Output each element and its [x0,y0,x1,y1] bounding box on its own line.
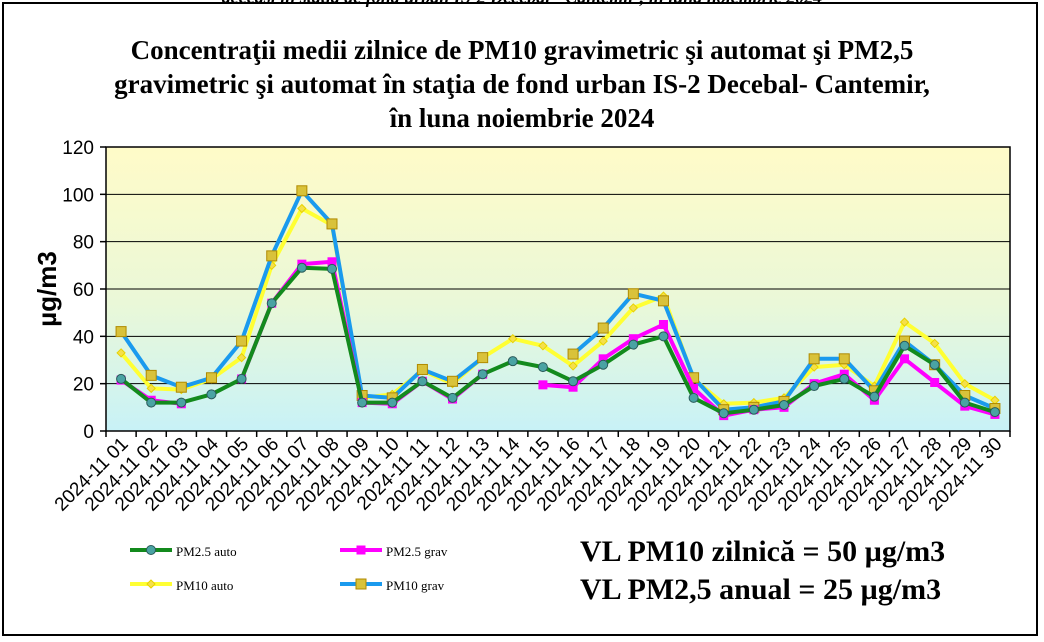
data-point-pm10-auto [538,341,548,351]
data-point-pm2-5-auto [688,392,699,403]
y-tick-label: 40 [73,327,94,348]
data-point-pm2-5-auto [899,340,910,351]
data-point-pm2-5-auto [959,397,970,408]
data-point-pm2-5-auto [628,339,639,350]
data-point-pm10-grav [657,295,669,307]
data-point-pm10-auto [568,361,578,371]
series-line-pm2-5-auto [119,265,996,416]
data-point-pm10-auto [628,303,639,313]
data-point-pm10-grav [808,353,820,365]
y-tick-label: 120 [62,138,94,159]
data-point-pm2-5-auto [748,404,759,415]
legend-marker-pm2-5-grav [356,545,366,555]
data-point-pm2-5-auto [507,356,518,367]
legend-marker-pm2-5-auto [146,545,156,555]
data-point-pm10-grav [597,322,609,334]
data-point-pm2-5-auto [718,408,729,419]
series-pm10-auto [116,203,1000,409]
legend-marker-pm10-grav [355,578,367,590]
data-point-pm10-auto [598,336,608,346]
data-point-pm10-grav [838,353,850,365]
legend-label-pm25-grav: PM2.5 grav [386,544,448,559]
data-point-pm10-grav [477,352,489,364]
data-point-pm2-5-auto [989,407,1000,418]
data-point-pm2-5-auto [296,262,307,273]
series-pm2-5-auto [116,262,1000,419]
y-tick-label: 20 [73,375,94,396]
data-point-pm2-5-auto [387,397,398,408]
data-point-pm10-grav [236,335,248,347]
data-point-pm10-grav [567,348,579,360]
data-point-pm2-5-grav [900,354,910,364]
data-point-pm2-5-auto [839,373,850,384]
data-point-pm10-grav [175,381,187,393]
title-line-2: gravimetric şi automat în staţia de fond… [114,69,930,99]
limit-value-pm10: VL PM10 zilnică = 50 µg/m3 [580,535,946,568]
data-point-pm2-5-grav [538,380,548,390]
data-point-pm2-5-auto [327,263,337,274]
title-line-3: în luna noiembrie 2024 [389,103,655,133]
data-point-pm10-auto [929,338,940,349]
title-line-1: Concentraţii medii zilnice de PM10 gravi… [130,35,914,65]
y-tick-label: 60 [73,280,94,301]
data-point-pm2-5-auto [477,369,488,380]
legend-label-pm25-auto: PM2.5 auto [176,544,237,559]
data-point-pm10-auto [236,352,247,363]
y-tick-label: 0 [83,422,94,443]
data-point-pm2-5-auto [116,373,127,384]
data-point-pm10-grav [145,369,157,381]
data-point-pm10-auto [297,203,307,214]
legend-marker-pm10-auto [146,579,156,589]
data-point-pm2-5-auto [417,376,428,387]
data-point-pm10-grav [296,185,308,197]
data-point-pm2-5-auto [598,359,609,370]
data-point-pm2-5-grav [930,377,940,387]
chart-title: Concentraţii medii zilnice de PM10 gravi… [20,33,1024,135]
data-point-pm10-auto [960,378,970,389]
data-point-pm10-grav [326,218,338,230]
data-point-pm2-5-auto [929,359,940,370]
data-point-pm10-grav [205,372,217,384]
data-point-pm2-5-auto [869,391,880,402]
data-point-pm2-5-grav [658,320,668,329]
y-tick-label: 100 [62,185,94,206]
data-point-pm2-5-auto [568,376,579,387]
data-point-pm2-5-auto [447,392,458,403]
data-point-pm2-5-auto [206,389,217,400]
data-point-pm2-5-auto [357,397,368,408]
data-point-pm10-grav [115,326,127,338]
data-point-pm10-auto [116,348,126,358]
legend-label-pm10-auto: PM10 auto [176,578,234,593]
data-point-pm10-grav [266,250,278,262]
data-point-pm2-5-auto [236,373,247,384]
cut-off-caption: aceeasi in statia de fond urban IS-2 Dec… [0,0,1044,8]
data-point-pm2-5-auto [658,331,669,342]
series-line-pm10-auto [119,206,996,406]
data-point-pm10-auto [146,383,156,394]
limit-value-pm25: VL PM2,5 anual = 25 µg/m3 [580,573,942,606]
data-point-pm10-grav [447,375,459,387]
data-point-pm2-5-auto [146,397,157,408]
y-axis-label: µg/m3 [32,251,62,327]
data-point-pm2-5-auto [537,362,548,373]
y-tick-label: 80 [73,233,94,254]
data-point-pm2-5-auto [809,381,820,392]
data-point-pm2-5-auto [176,397,187,408]
data-point-pm10-auto [508,333,518,344]
data-point-pm10-grav [416,363,428,375]
data-point-pm10-auto [899,317,910,327]
data-point-pm10-grav [627,288,639,300]
data-point-pm2-5-auto [266,298,277,309]
data-point-pm2-5-auto [779,399,789,410]
legend-label-pm10-grav: PM10 grav [386,578,445,593]
